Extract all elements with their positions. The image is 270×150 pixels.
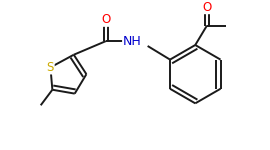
Text: O: O <box>101 13 110 26</box>
Text: O: O <box>202 1 212 14</box>
Text: S: S <box>47 61 54 74</box>
Text: NH: NH <box>123 35 141 48</box>
